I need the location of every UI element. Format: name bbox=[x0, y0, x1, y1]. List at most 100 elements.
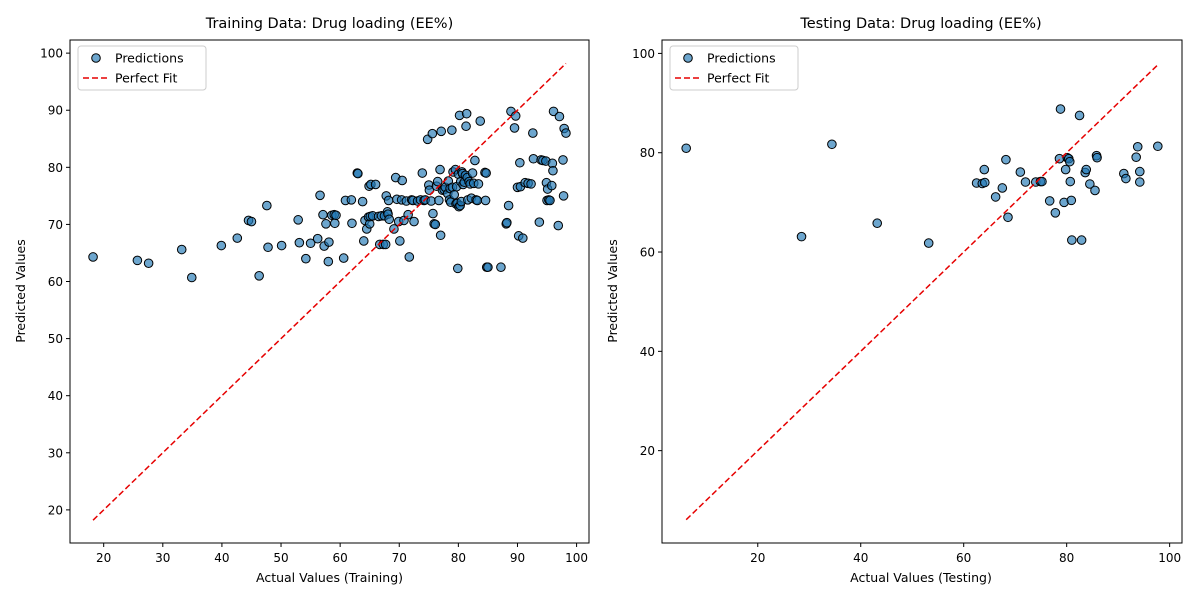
training-point bbox=[294, 237, 305, 248]
training-point bbox=[254, 270, 264, 281]
testing-axes-frame bbox=[661, 39, 1183, 544]
training-point bbox=[186, 272, 197, 283]
testing-point bbox=[1085, 179, 1095, 189]
testing-plot-area: 20 40 60 80 100 20 40 60 80 100 Predictions Perfect… bbox=[632, 39, 1183, 565]
training-legend-marker-predictions bbox=[91, 53, 101, 63]
training-point bbox=[483, 262, 493, 273]
training-point bbox=[232, 233, 243, 243]
testing-point bbox=[681, 143, 691, 154]
training-point bbox=[449, 189, 460, 200]
training-y-tick-label: 40 bbox=[48, 389, 63, 403]
testing-x-tick-label: 80 bbox=[1059, 551, 1074, 565]
training-legend-label-predictions: Predictions bbox=[115, 51, 184, 66]
training-point bbox=[384, 214, 395, 225]
testing-y-tick-label: 40 bbox=[640, 345, 655, 359]
testing-y-tick-label: 20 bbox=[640, 444, 655, 458]
testing-y-tick-label: 100 bbox=[632, 47, 655, 61]
testing-x-tick-label: 60 bbox=[956, 551, 971, 565]
training-point bbox=[315, 190, 325, 201]
training-point bbox=[481, 168, 491, 178]
training-point bbox=[262, 200, 272, 211]
testing-point bbox=[827, 139, 837, 150]
testing-legend-label-perfect-fit: Perfect Fit bbox=[707, 71, 770, 86]
training-legend-box bbox=[77, 45, 207, 91]
training-point bbox=[246, 216, 257, 227]
testing-point bbox=[980, 177, 990, 188]
training-point bbox=[502, 217, 512, 228]
training-y-tick-label: 30 bbox=[48, 446, 63, 460]
testing-point bbox=[1076, 235, 1087, 245]
training-point bbox=[475, 116, 486, 126]
training-point bbox=[305, 238, 316, 249]
training-point bbox=[403, 209, 413, 220]
training-point bbox=[318, 209, 328, 220]
training-point bbox=[515, 157, 525, 168]
training-point bbox=[472, 195, 483, 206]
training-point bbox=[132, 255, 143, 266]
training-point bbox=[436, 126, 447, 137]
training-y-tick-label: 70 bbox=[48, 218, 63, 232]
testing-point bbox=[1003, 212, 1013, 223]
testing-x-tick-label: 100 bbox=[1158, 551, 1181, 565]
training-x-tick-label: 80 bbox=[451, 551, 466, 565]
training-point bbox=[216, 240, 227, 251]
testing-title: Testing Data: Drug loading (EE%) bbox=[799, 16, 1041, 32]
training-point bbox=[427, 128, 438, 139]
training-point bbox=[561, 128, 571, 138]
training-point bbox=[509, 123, 520, 133]
training-point bbox=[496, 262, 506, 273]
training-point bbox=[370, 179, 381, 190]
testing-y-axis-label: Predicted Values bbox=[605, 239, 620, 343]
testing-x-tick-label: 40 bbox=[853, 551, 868, 565]
training-x-tick-label: 20 bbox=[96, 551, 111, 565]
training-y-tick-label: 20 bbox=[48, 503, 63, 517]
training-point bbox=[301, 253, 311, 264]
training-point bbox=[430, 219, 441, 230]
training-y-tick-label: 100 bbox=[40, 47, 63, 61]
training-point bbox=[353, 168, 363, 179]
training-point bbox=[526, 179, 536, 189]
testing-point bbox=[1132, 141, 1143, 152]
training-point bbox=[397, 175, 408, 186]
training-point bbox=[434, 195, 444, 206]
training-point bbox=[338, 253, 349, 263]
training-point bbox=[293, 215, 303, 225]
testing-legend-box bbox=[669, 45, 799, 91]
testing-point bbox=[1065, 176, 1076, 187]
training-point bbox=[461, 121, 471, 132]
training-title: Training Data: Drug loading (EE%) bbox=[205, 16, 454, 32]
training-point bbox=[558, 155, 568, 165]
testing-point bbox=[1153, 141, 1163, 152]
testing-perfect-fit-line bbox=[685, 64, 1159, 521]
training-point bbox=[528, 128, 538, 138]
training-point bbox=[480, 195, 491, 206]
testing-point bbox=[1074, 110, 1085, 121]
testing-point bbox=[1121, 173, 1131, 184]
testing-point bbox=[1015, 167, 1026, 177]
training-y-tick-label: 80 bbox=[48, 161, 63, 175]
testing-y-tick-label: 80 bbox=[640, 146, 655, 160]
training-point bbox=[447, 125, 457, 136]
training-point bbox=[88, 252, 98, 262]
testing-legend-label-predictions: Predictions bbox=[707, 51, 776, 66]
testing-point bbox=[1055, 104, 1066, 114]
testing-point bbox=[1050, 207, 1061, 218]
testing-point bbox=[1090, 185, 1100, 196]
testing-point bbox=[1134, 166, 1145, 177]
training-point bbox=[380, 239, 391, 250]
training-point bbox=[321, 219, 331, 229]
testing-point bbox=[923, 238, 934, 248]
training-point bbox=[546, 180, 557, 191]
training-point bbox=[545, 195, 555, 206]
training-point bbox=[558, 191, 569, 201]
testing-panel: Testing Data: Drug loading (EE%) 20 40 60 8… bbox=[605, 16, 1183, 585]
testing-point bbox=[796, 231, 807, 242]
training-point bbox=[528, 153, 539, 164]
training-x-tick-label: 90 bbox=[510, 551, 525, 565]
training-y-axis-label: Predicted Values bbox=[13, 239, 28, 343]
testing-point bbox=[990, 192, 1001, 202]
testing-point bbox=[1131, 152, 1141, 162]
training-x-tick-label: 100 bbox=[565, 551, 588, 565]
training-point bbox=[330, 218, 340, 229]
